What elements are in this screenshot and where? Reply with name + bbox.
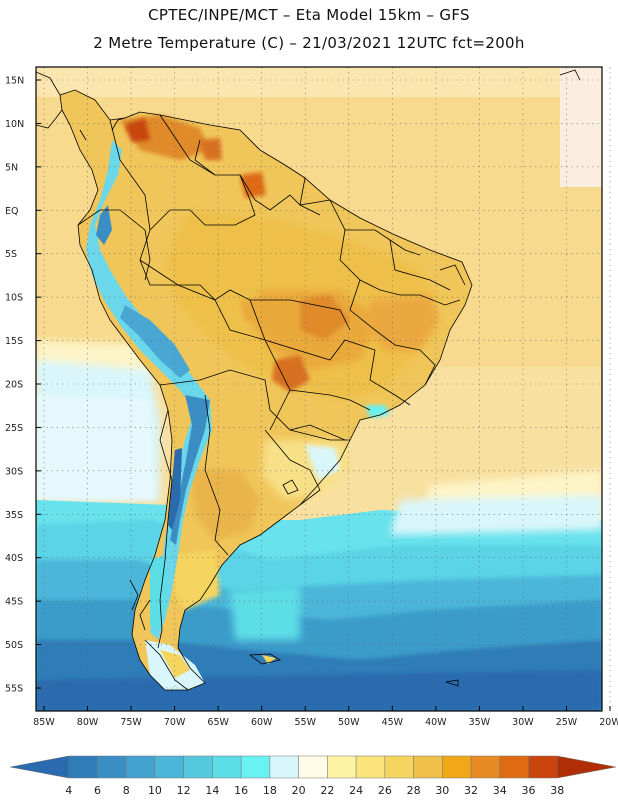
lon-label: 70W: [164, 717, 186, 728]
lat-label: 10S: [5, 293, 23, 304]
colorbar-label: 4: [65, 784, 72, 797]
lat-label: 5S: [5, 249, 17, 260]
colorbar-swatch: [212, 755, 242, 779]
lon-label: 60W: [251, 717, 273, 728]
map-title-line-2: 2 Metre Temperature (C) – 21/03/2021 12U…: [93, 34, 525, 52]
colorbar-swatch: [9, 755, 69, 779]
colorbar-swatch: [125, 755, 156, 779]
lat-label: 35S: [5, 510, 23, 521]
colorbar-label: 18: [263, 784, 277, 797]
lat-label: 55S: [5, 684, 23, 695]
lat-label: 15S: [5, 336, 23, 347]
colorbar-label: 36: [522, 784, 536, 797]
colorbar-label: 34: [493, 784, 507, 797]
lon-label: 55W: [294, 717, 316, 728]
map-title-line-1: CPTEC/INPE/MCT – Eta Model 15km – GFS: [148, 6, 470, 24]
colorbar-swatch: [499, 755, 529, 779]
lon-label: 80W: [77, 717, 99, 728]
colorbar-swatch: [68, 755, 98, 779]
colorbar-swatch: [298, 755, 328, 779]
lat-label: 20S: [5, 380, 23, 391]
lon-label: 30W: [512, 717, 534, 728]
lon-label: 65W: [207, 717, 229, 728]
lon-label: 75W: [120, 717, 142, 728]
colorbar-label: 28: [407, 784, 421, 797]
lat-label: 15N: [5, 76, 24, 87]
colorbar-swatch: [154, 755, 184, 779]
colorbar-swatch: [442, 755, 472, 779]
lon-label: 35W: [469, 717, 491, 728]
longitude-labels: 85W 80W 75W 70W 65W 60W 55W 50W 45W 40W 35W 30W 25W 2…: [33, 706, 618, 728]
temperature-field: [36, 67, 602, 711]
colorbar-label: 38: [550, 784, 564, 797]
colorbar-swatch: [183, 755, 213, 779]
colorbar-label: 16: [234, 784, 248, 797]
colorbar-label: 26: [378, 784, 392, 797]
colorbar-swatch: [327, 755, 357, 779]
colorbar-swatch: [384, 755, 414, 779]
lon-label: 85W: [33, 717, 55, 728]
colorbar: 4 6 8 10 12 14 16 18 20 22 24 26 28 30 32 34 36 38: [9, 755, 617, 797]
lon-label: 45W: [382, 717, 404, 728]
colorbar-label: 20: [292, 784, 306, 797]
lon-label: 50W: [338, 717, 360, 728]
country-borders: [36, 69, 581, 691]
colorbar-label: 8: [123, 784, 130, 797]
colorbar-label: 10: [148, 784, 162, 797]
colorbar-label: 12: [177, 784, 191, 797]
lat-label: 10N: [5, 119, 24, 130]
lat-label: 45S: [5, 597, 23, 608]
colorbar-label: 30: [435, 784, 449, 797]
colorbar-label: 14: [205, 784, 219, 797]
lat-lon-grid: [36, 67, 611, 711]
lat-label: 25S: [5, 423, 23, 434]
latitude-labels: 15N 10N 5N EQ 5S 10S 15S 20S 25S 30S 35S 40S 45S 50S 5…: [5, 76, 41, 695]
lat-label: EQ: [5, 206, 18, 217]
colorbar-label: 24: [349, 784, 363, 797]
lon-label: 40W: [425, 717, 447, 728]
colorbar-swatch: [528, 755, 558, 779]
south-america-landmass: [60, 90, 472, 690]
colorbar-swatch: [240, 755, 271, 779]
colorbar-swatch: [557, 755, 617, 779]
colorbar-swatch: [470, 755, 501, 779]
colorbar-label: 32: [464, 784, 478, 797]
lat-label: 40S: [5, 553, 23, 564]
lat-label: 30S: [5, 466, 23, 477]
colorbar-swatch: [269, 755, 299, 779]
map-frame: [35, 66, 603, 712]
colorbar-label: 6: [94, 784, 101, 797]
colorbar-swatch: [355, 755, 386, 779]
lon-label: 20W: [599, 717, 618, 728]
lon-label: 25W: [556, 717, 578, 728]
lat-label: 5N: [5, 162, 18, 173]
colorbar-label: 22: [320, 784, 334, 797]
lat-label: 50S: [5, 640, 23, 651]
colorbar-swatch: [97, 755, 127, 779]
colorbar-swatch: [413, 755, 443, 779]
